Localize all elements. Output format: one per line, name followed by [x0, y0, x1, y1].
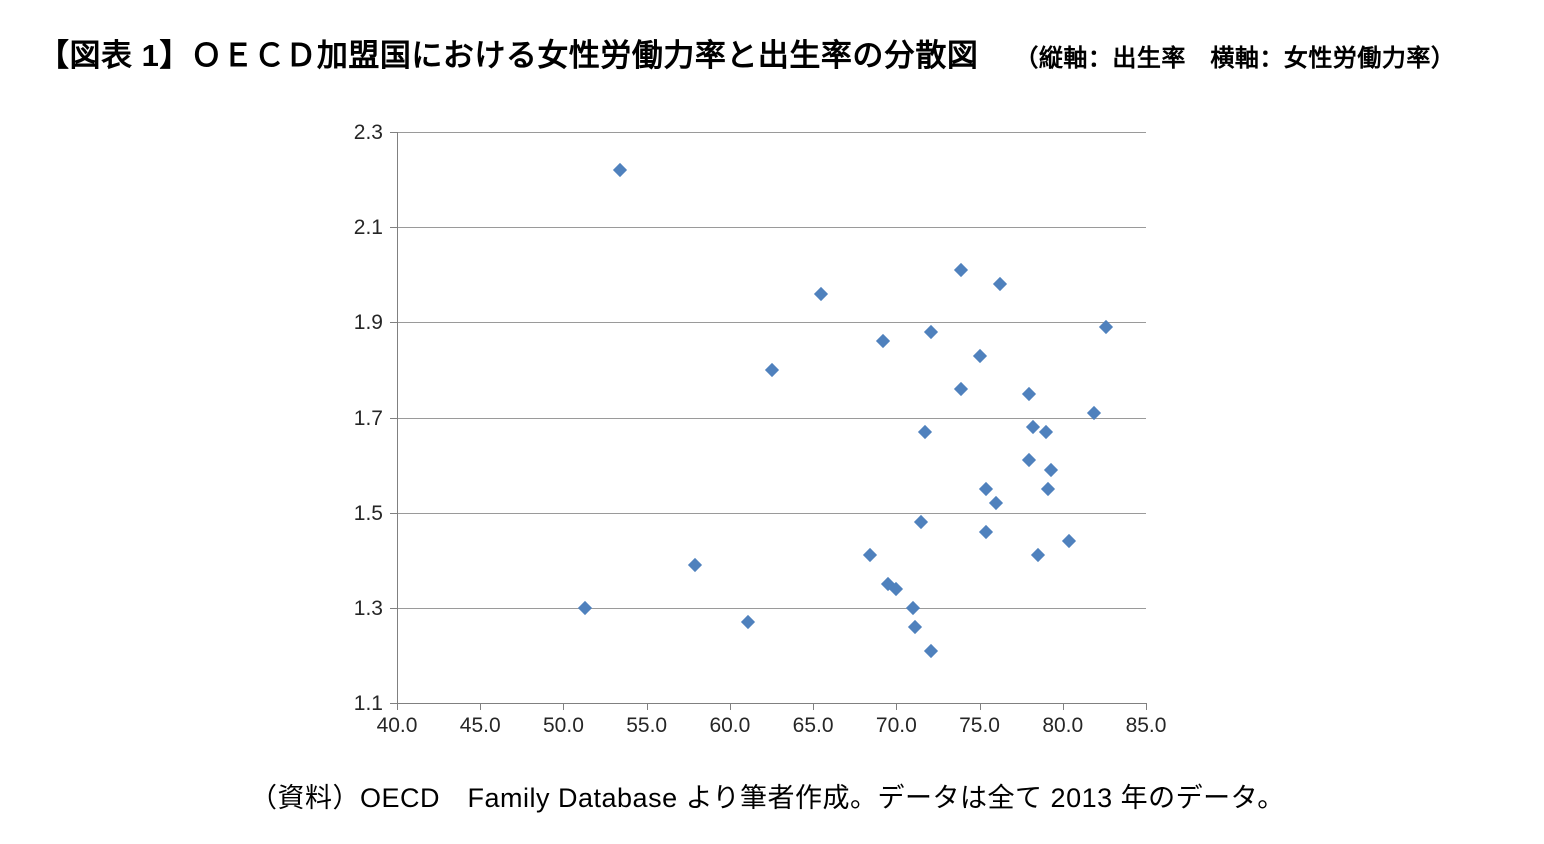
x-axis-tick-label: 60.0: [709, 714, 751, 737]
data-point-marker: [989, 496, 1004, 511]
data-point-marker: [741, 615, 756, 630]
data-point-marker: [907, 619, 922, 634]
y-axis-line: [397, 132, 398, 703]
data-point-marker: [1062, 534, 1077, 549]
x-axis-tick-label: 50.0: [543, 714, 584, 737]
y-axis-tick: [390, 703, 397, 704]
x-axis-tick: [813, 703, 815, 710]
source-note: （資料）OECD Family Database より筆者作成。データは全て 2…: [250, 783, 1285, 813]
x-axis-tick-label: 45.0: [459, 714, 501, 737]
y-axis-tick: [390, 227, 397, 229]
x-axis-line: [397, 703, 1146, 704]
x-axis-tick: [563, 703, 565, 710]
gridline: [397, 607, 1146, 609]
data-point-marker: [1039, 424, 1054, 439]
data-point-marker: [814, 286, 829, 301]
x-axis-tick-label: 85.0: [1125, 714, 1167, 737]
x-axis-tick-label: 55.0: [626, 714, 668, 737]
y-axis-tick: [390, 417, 397, 419]
data-point-marker: [612, 162, 628, 178]
x-axis-tick-label: 40.0: [376, 714, 418, 737]
data-point-marker: [875, 334, 891, 349]
x-axis-tick: [480, 703, 482, 710]
gridline: [397, 417, 1146, 419]
x-axis-tick: [896, 703, 898, 710]
y-axis-tick-label: 1.5: [353, 501, 383, 525]
data-point-marker: [905, 600, 921, 615]
x-axis-tick: [979, 703, 981, 710]
data-point-marker: [687, 557, 702, 573]
y-axis-tick-label: 1.1: [353, 692, 383, 715]
figure-title-axis-note: （縦軸：出生率 横軸：女性労働力率）: [1014, 45, 1456, 72]
y-axis-tick-label: 2.1: [353, 216, 383, 240]
figure-title: 【図表 1】ＯＥＣＤ加盟国における女性労働力率と出生率の分散図 （縦軸：出生率 …: [38, 30, 1455, 75]
y-axis-tick: [390, 607, 397, 609]
y-axis-tick: [390, 132, 397, 133]
data-point-marker: [924, 643, 939, 658]
gridline: [397, 227, 1146, 229]
y-axis-tick-label: 1.3: [353, 596, 383, 620]
data-point-marker: [972, 348, 987, 363]
x-axis-tick: [646, 703, 648, 710]
figure-title-main: 【図表 1】ＯＥＣＤ加盟国における女性労働力率と出生率の分散図: [38, 38, 979, 73]
data-point-marker: [1044, 462, 1059, 477]
x-axis-tick: [1062, 703, 1064, 710]
x-axis-tick: [1146, 703, 1147, 710]
gridline: [397, 132, 1146, 133]
y-axis-tick-label: 2.3: [353, 121, 383, 144]
data-point-marker: [1022, 453, 1037, 468]
data-point-marker: [917, 424, 932, 439]
data-point-marker: [924, 324, 939, 339]
x-axis-tick-label: 70.0: [875, 714, 917, 737]
data-point-marker: [1022, 386, 1037, 401]
data-point-marker: [1040, 481, 1055, 496]
y-axis-tick: [390, 512, 397, 514]
data-point-marker: [764, 362, 779, 377]
x-axis-tick-label: 75.0: [959, 714, 1000, 737]
data-point-marker: [954, 262, 969, 278]
data-point-marker: [979, 481, 994, 496]
x-axis-tick: [397, 703, 398, 710]
y-axis-tick: [390, 322, 397, 324]
y-axis-tick-label: 1.9: [353, 311, 383, 335]
y-axis-tick-label: 1.7: [353, 406, 383, 430]
data-point-marker: [1030, 548, 1045, 563]
x-axis-tick: [729, 703, 731, 710]
data-point-marker: [1025, 419, 1040, 435]
x-axis-tick-label: 65.0: [792, 714, 834, 737]
x-axis-tick-label: 80.0: [1042, 714, 1084, 737]
data-point-marker: [862, 548, 877, 563]
gridline: [397, 322, 1146, 324]
data-point-marker: [979, 524, 994, 539]
data-point-marker: [954, 381, 969, 397]
gridline: [397, 512, 1146, 514]
data-point-marker: [914, 515, 929, 530]
data-point-marker: [578, 600, 593, 615]
data-point-marker: [992, 277, 1007, 292]
